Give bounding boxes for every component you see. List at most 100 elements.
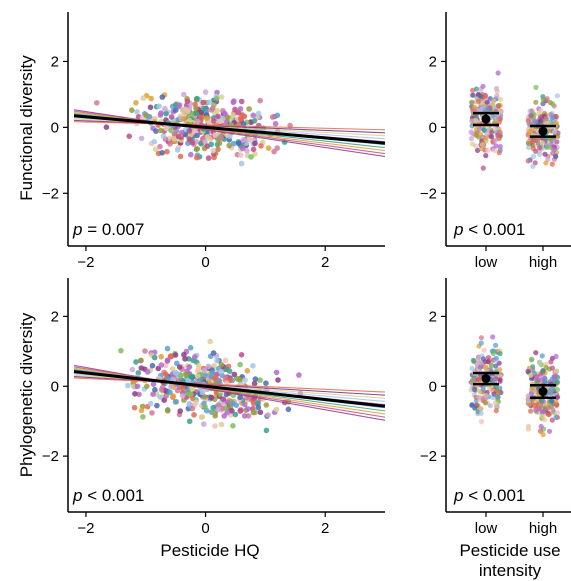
mean-point [538,387,548,397]
data-point [149,410,155,416]
data-point [495,103,501,109]
data-point [555,379,561,385]
data-point [478,93,484,99]
x-tick-label: high [529,254,557,271]
data-point [177,408,183,414]
data-point [497,96,503,102]
data-point [237,394,243,401]
data-point [238,98,245,105]
data-point [525,140,532,147]
data-point [540,101,546,107]
data-point [158,110,164,116]
data-point [493,375,499,381]
data-point [195,118,201,125]
data-point [181,116,187,122]
data-point [214,107,221,114]
data-point [548,359,554,365]
data-point [143,112,149,118]
panel-functional-vs-intensity: low high −2 0 2 p < 0.001 [420,12,571,271]
mean-point [538,126,548,136]
data-point [238,152,244,158]
data-point [138,135,145,142]
data-point [163,110,169,117]
data-point [532,402,538,409]
data-point [150,391,156,398]
data-point [553,139,560,145]
data-point [126,133,132,139]
data-point [527,129,533,135]
data-point [167,353,174,360]
data-point [493,143,499,149]
data-point [213,96,220,102]
data-point [185,108,191,114]
data-point [226,142,232,149]
data-point [133,100,139,106]
data-point [189,139,196,146]
x-axis-label-hq: Pesticide HQ [160,541,259,560]
data-point [167,389,173,396]
data-point [491,391,497,397]
data-point [255,404,262,411]
data-point [476,377,482,383]
data-point [482,400,489,406]
panel-functional-vs-hq: −2 0 2 −2 0 2 p = 0.007 [42,12,386,271]
data-point [157,394,163,400]
data-point [483,153,489,159]
data-point [184,98,191,105]
data-point [201,421,207,427]
mean-point [481,374,491,384]
data-point [218,361,225,368]
data-point [134,109,140,115]
data-point [493,355,499,361]
data-point [230,99,237,106]
data-point [493,342,499,348]
data-point [248,154,254,160]
data-point [172,399,179,405]
data-point [538,108,544,114]
data-point [202,89,209,95]
data-point [218,368,224,375]
data-point [553,113,559,120]
data-point [250,363,256,369]
data-point [151,138,158,145]
data-point [489,129,495,135]
data-point [215,113,221,120]
data-point [152,146,159,152]
data-point [496,150,502,156]
data-point [174,147,181,153]
data-point [197,377,203,384]
data-point [537,359,543,366]
data-point [118,347,124,354]
y-tick-label: −2 [42,185,59,202]
data-point [468,136,474,142]
data-point [525,368,531,374]
data-point [230,400,236,407]
y-axis-label-phylogenetic: Phylogenetic diversity [17,312,36,477]
data-point [543,160,549,166]
group-fit-line [73,366,386,418]
data-point [209,105,216,112]
data-point [157,143,163,150]
data-point [549,161,555,167]
data-point [553,373,559,379]
data-point [168,127,174,134]
data-point [176,102,183,108]
data-point [478,419,485,425]
data-point [529,386,535,392]
data-point [553,353,559,360]
data-point [554,368,560,374]
data-point [181,91,187,98]
data-point [171,135,178,142]
data-point [211,409,217,415]
data-point [229,408,235,414]
data-point [472,405,478,411]
data-point [244,368,251,374]
data-point [555,394,561,400]
data-point [473,118,479,124]
data-point [180,385,186,391]
data-point [543,365,549,371]
data-point [187,128,193,134]
group-fit-line [73,364,386,421]
data-point [193,105,199,111]
